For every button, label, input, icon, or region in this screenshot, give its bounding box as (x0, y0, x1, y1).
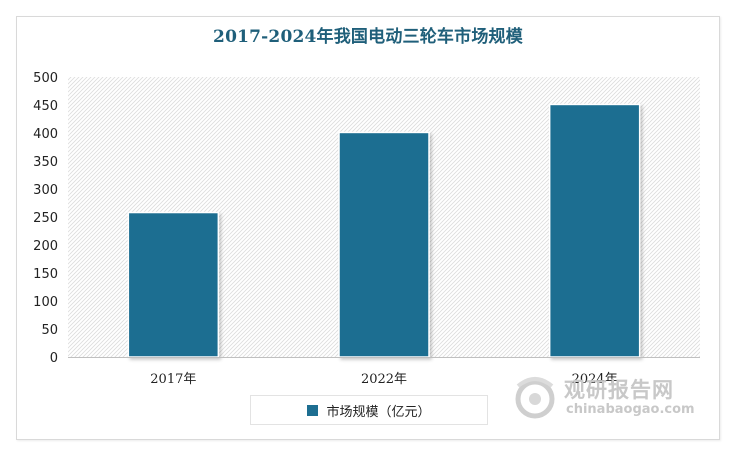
y-tick-label: 0 (50, 351, 58, 366)
y-tick-label: 400 (33, 127, 58, 142)
y-tick-label: 450 (33, 99, 58, 114)
watermark: 观研报告网 chinabaogao.com (512, 372, 712, 428)
y-tick-label: 300 (33, 183, 58, 198)
legend-swatch (307, 404, 319, 416)
watermark-url: chinabaogao.com (566, 402, 695, 417)
y-tick-label: 500 (33, 71, 58, 86)
watermark-logo-icon (515, 377, 555, 419)
bar (127, 211, 220, 358)
legend-label: 市场规模（亿元） (326, 404, 431, 420)
y-tick-label: 350 (33, 155, 58, 170)
x-tick-label: 2024年 (572, 372, 618, 387)
chart-title: 2017-2024年我国电动三轮车市场规模 (213, 27, 523, 47)
x-tick-label: 2022年 (361, 372, 407, 387)
bar (338, 131, 430, 358)
y-tick-label: 100 (33, 295, 58, 310)
x-tick-label: 2017年 (150, 372, 196, 387)
y-tick-label: 200 (33, 239, 58, 254)
y-tick-label: 150 (33, 267, 58, 282)
y-tick-label: 50 (41, 323, 58, 338)
bar (548, 103, 641, 358)
legend: 市场规模（亿元） (250, 395, 488, 425)
y-tick-label: 250 (33, 211, 58, 226)
watermark-name: 观研报告网 (564, 378, 674, 402)
